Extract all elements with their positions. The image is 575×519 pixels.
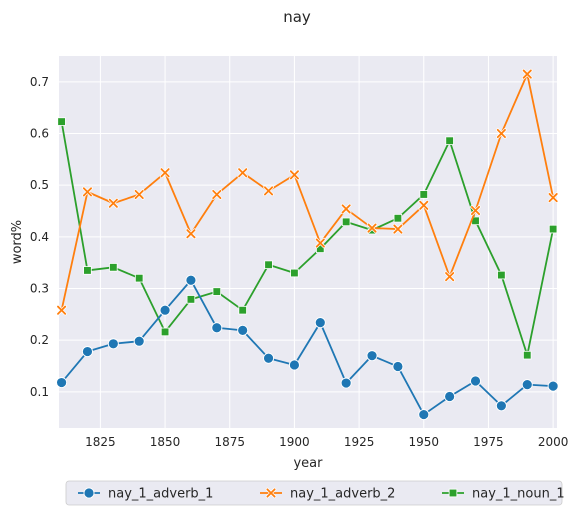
y-tick-label: 0.1 xyxy=(30,385,49,399)
x-tick-label: 1850 xyxy=(150,435,181,449)
data-point xyxy=(314,317,326,329)
series-layer xyxy=(56,68,559,421)
legend-label: nay_1_noun_1 xyxy=(472,487,565,502)
data-point xyxy=(496,128,507,139)
data-point xyxy=(159,304,171,316)
data-point xyxy=(237,167,248,179)
data-point xyxy=(212,287,222,296)
x-tick-label: 1975 xyxy=(473,435,504,449)
data-point xyxy=(547,192,559,203)
data-point xyxy=(82,186,93,198)
data-point xyxy=(56,377,68,389)
data-point xyxy=(83,266,92,275)
x-tick-label: 1875 xyxy=(214,435,245,449)
data-point xyxy=(160,327,170,337)
legend-item: nay_1_adverb_2 xyxy=(260,487,395,502)
data-point xyxy=(289,169,300,181)
data-point xyxy=(548,224,558,234)
y-tick-label: 0.4 xyxy=(30,230,49,244)
y-axis-label: word% xyxy=(10,220,25,264)
y-tick-label: 0.6 xyxy=(30,127,49,141)
data-point xyxy=(211,322,223,334)
data-point xyxy=(393,213,403,223)
data-point xyxy=(134,273,144,283)
data-point xyxy=(263,185,274,197)
data-point xyxy=(56,304,67,316)
legend-box xyxy=(65,480,563,506)
y-tick-label: 0.3 xyxy=(30,282,49,296)
data-point xyxy=(419,190,429,199)
data-point xyxy=(418,409,430,421)
data-point xyxy=(109,263,118,272)
tick-labels: 1825 1850 1875 1900 1925 1950 1975 2000 0.1 0.2 0.… xyxy=(30,75,568,449)
x-tick-label: 1825 xyxy=(85,435,116,449)
data-point xyxy=(159,167,171,179)
data-point xyxy=(366,350,378,362)
data-point xyxy=(185,228,197,239)
series-nay_1_adverb_2 xyxy=(56,68,559,316)
data-point xyxy=(108,198,119,209)
data-point xyxy=(238,305,247,315)
x-axis-label: year xyxy=(293,456,323,471)
data-point xyxy=(57,117,66,126)
data-point xyxy=(418,200,430,211)
chart-title: nay xyxy=(283,8,311,26)
data-point xyxy=(521,379,533,391)
data-point xyxy=(81,346,93,358)
data-point xyxy=(444,271,455,282)
data-point xyxy=(497,270,506,280)
data-point xyxy=(264,260,273,269)
data-point xyxy=(211,189,223,200)
y-tick-label: 0.2 xyxy=(30,333,49,347)
legend-label: nay_1_adverb_2 xyxy=(290,487,395,502)
plot-area xyxy=(59,56,557,428)
data-point xyxy=(263,352,275,364)
data-point xyxy=(186,295,196,304)
data-point xyxy=(470,375,481,387)
legend: nay_1_adverb_1 nay_1_adverb_2 nay_1_noun_1 xyxy=(65,480,565,506)
data-point xyxy=(340,203,352,215)
data-point xyxy=(315,237,326,249)
legend-marker-point xyxy=(265,487,277,499)
legend-marker-point xyxy=(448,488,458,498)
data-point xyxy=(392,223,404,235)
x-tick-label: 1900 xyxy=(279,435,310,449)
data-point xyxy=(133,335,145,347)
data-point xyxy=(290,268,299,278)
data-point xyxy=(445,136,454,145)
legend-marker-point xyxy=(83,487,95,499)
data-point xyxy=(237,324,249,336)
data-point xyxy=(133,189,145,200)
x-tick-label: 2000 xyxy=(538,435,569,449)
legend-item: nay_1_noun_1 xyxy=(442,487,565,502)
data-point xyxy=(547,380,559,392)
x-tick-label: 1925 xyxy=(344,435,375,449)
legend-label: nay_1_adverb_1 xyxy=(108,487,213,502)
data-point xyxy=(444,390,456,402)
y-tick-label: 0.7 xyxy=(30,75,49,89)
data-point xyxy=(392,361,404,373)
data-point xyxy=(288,359,300,371)
data-point xyxy=(495,400,507,412)
series-nay_1_adverb_1 xyxy=(56,274,559,421)
data-point xyxy=(366,222,378,234)
y-tick-label: 0.5 xyxy=(30,178,49,192)
x-tick-label: 1950 xyxy=(408,435,439,449)
data-point xyxy=(522,350,532,360)
data-point xyxy=(107,338,119,350)
data-point xyxy=(340,377,352,389)
data-point xyxy=(470,205,481,216)
grid-lines xyxy=(59,56,557,428)
data-point xyxy=(522,68,533,80)
data-point xyxy=(185,274,197,286)
data-point xyxy=(341,217,351,227)
legend-item: nay_1_adverb_1 xyxy=(78,487,213,502)
